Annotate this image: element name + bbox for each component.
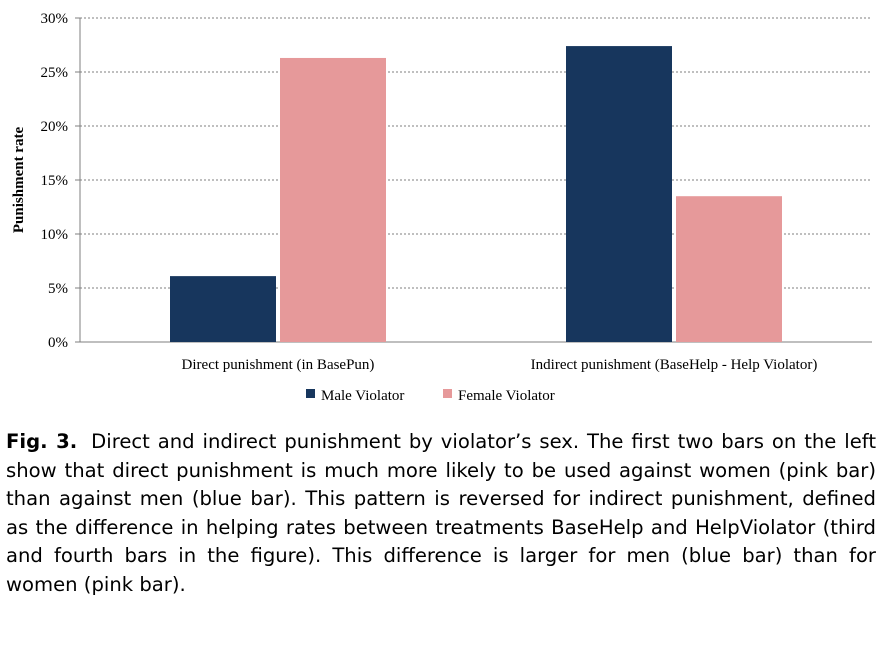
legend-label: Male Violator [321,388,404,404]
y-axis-ticks: 0% 5% 10% 15% 20% 25% 30% [41,11,80,351]
category-label: Direct punishment (in BasePun) [182,357,375,373]
bars [170,46,782,343]
bar-chart: 0% 5% 10% 15% 20% 25% 30% Direct punishment (i… [11,11,872,404]
y-axis-label: Punishment rate [11,127,27,234]
bar-female-violator [676,196,782,342]
legend-swatch [443,389,452,398]
bar-male-violator [566,46,672,343]
caption-text: Direct and indirect punishment by violat… [6,430,877,596]
figure-number: Fig. 3. [6,430,78,453]
y-tick-label: 15% [41,173,69,189]
y-tick-label: 30% [41,11,69,27]
category-labels: Direct punishment (in BasePun) Indirect p… [182,357,818,373]
bar-male-violator [170,276,276,342]
y-tick-label: 0% [48,335,68,351]
y-tick-label: 25% [41,65,69,81]
bar-female-violator [280,57,386,343]
y-tick-label: 10% [41,227,69,243]
figure-caption: Fig. 3. Direct and indirect punishment by… [6,428,876,599]
y-tick-label: 20% [41,119,69,135]
category-label: Indirect punishment (BaseHelp - Help Vio… [531,357,818,373]
legend: Male Violator Female Violator [306,388,555,404]
legend-swatch [306,389,315,398]
legend-label: Female Violator [458,388,555,404]
y-tick-label: 5% [48,281,68,297]
